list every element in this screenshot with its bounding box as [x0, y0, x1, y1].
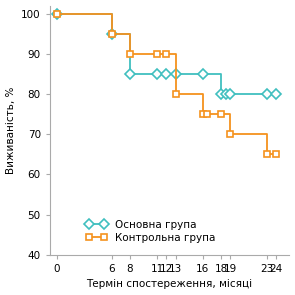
- Контрольна група: [55, 12, 59, 15]
- Основна група: [224, 92, 227, 96]
- Основна група: [110, 32, 114, 35]
- Line: Основна група: Основна група: [54, 10, 279, 97]
- Контрольна група: [228, 132, 232, 136]
- Основна група: [128, 72, 132, 76]
- Legend: Основна група, Контрольна група: Основна група, Контрольна група: [84, 218, 217, 245]
- Основна група: [265, 92, 268, 96]
- Контрольна група: [274, 153, 278, 156]
- Основна група: [55, 12, 59, 15]
- Контрольна група: [165, 52, 168, 55]
- Контрольна група: [128, 52, 132, 55]
- Основна група: [274, 92, 278, 96]
- X-axis label: Термін спостереження, місяці: Термін спостереження, місяці: [86, 279, 253, 289]
- Основна група: [219, 92, 223, 96]
- Контрольна група: [219, 112, 223, 116]
- Контрольна група: [174, 92, 177, 96]
- Основна група: [201, 72, 205, 76]
- Y-axis label: Виживаність, %: Виживаність, %: [6, 86, 16, 174]
- Основна група: [155, 72, 159, 76]
- Контрольна група: [110, 32, 114, 35]
- Контрольна група: [265, 153, 268, 156]
- Основна група: [174, 72, 177, 76]
- Line: Контрольна група: Контрольна група: [54, 10, 279, 158]
- Контрольна група: [206, 112, 209, 116]
- Основна група: [165, 72, 168, 76]
- Контрольна група: [201, 112, 205, 116]
- Основна група: [228, 92, 232, 96]
- Контрольна група: [155, 52, 159, 55]
